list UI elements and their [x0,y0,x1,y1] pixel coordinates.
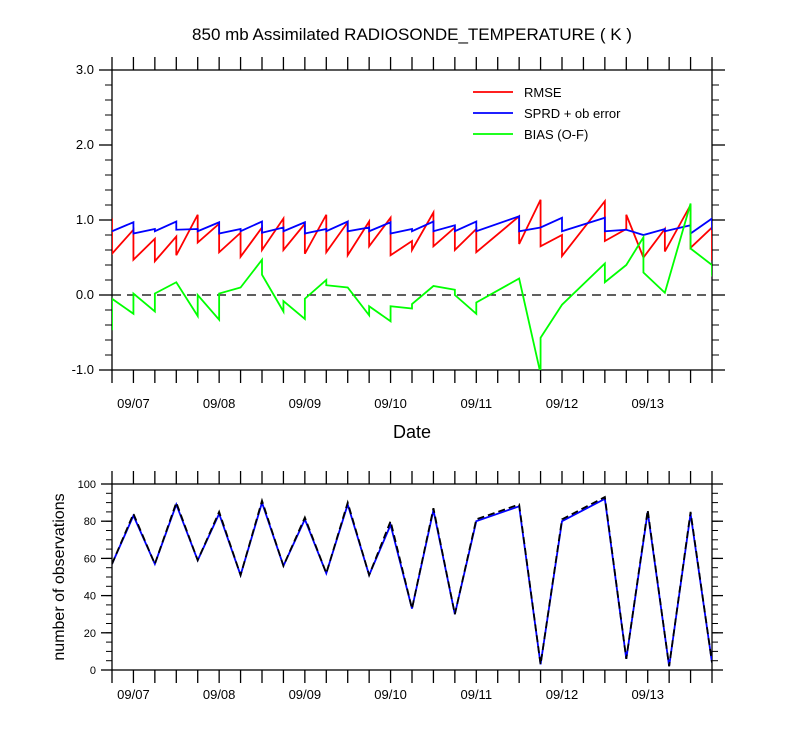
series-sprd-ob-error-line [112,214,712,236]
x-tick-label: 09/09 [289,687,322,702]
y-tick-label: 0 [90,665,96,677]
y-tick-label: 20 [84,628,96,640]
y-tick-label: 2.0 [76,137,94,152]
y-tick-label: 80 [84,516,96,528]
x-tick-label: 09/07 [117,396,150,411]
x-tick-label: 09/11 [460,396,492,411]
chart-title: 850 mb Assimilated RADIOSONDE_TEMPERATUR… [192,25,632,44]
x-tick-label: 09/10 [374,687,407,702]
x-tick-label: 09/09 [289,396,322,411]
x-tick-label: 09/10 [374,396,407,411]
x-tick-label: 09/07 [117,687,150,702]
y-tick-label: 0.0 [76,287,94,302]
x-tick-label: 09/08 [203,687,236,702]
legend-label: SPRD + ob error [524,106,621,121]
x-axis-label: Date [393,422,431,442]
plot-frame [111,69,713,371]
y-tick-label: -1.0 [72,362,94,377]
x-tick-label: 09/13 [631,687,664,702]
series-rmse-line [112,198,712,264]
y-axis-label-obs: number of observations [51,493,68,660]
x-tick-label: 09/12 [546,396,579,411]
y-tick-label: 40 [84,591,96,603]
y-tick-label: 3.0 [76,62,94,77]
series-bias-o-f-line [112,203,712,370]
legend-label: RMSE [524,85,562,100]
plot-frame [111,483,713,671]
legend-label: BIAS (O-F) [524,127,588,142]
x-tick-label: 09/08 [203,396,236,411]
series-possible-line [112,497,712,667]
series-group [112,198,712,370]
series-used-line [112,495,712,667]
y-tick-label: 100 [78,479,96,491]
y-tick-label: 1.0 [76,212,94,227]
observations-chart-panel: 09/07 09/08 09/09 09/10 09/11 09/12 09/13 0 20 40… [78,471,723,702]
x-tick-label: 09/11 [460,687,492,702]
series-group [112,495,712,667]
rmse-chart-panel: 09/07 09/08 09/09 09/10 09/11 09/12 09/13 -1.0 0… [72,57,725,411]
x-tick-label: 09/12 [546,687,579,702]
y-tick-label: 60 [84,553,96,565]
x-tick-label: 09/13 [631,396,664,411]
